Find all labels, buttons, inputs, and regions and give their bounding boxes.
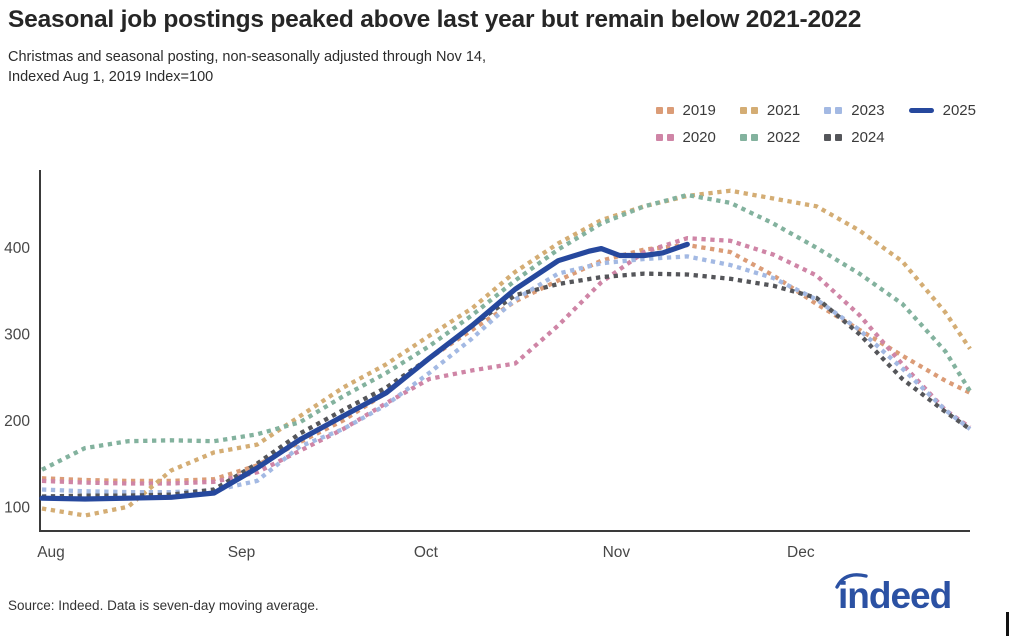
x-tick-label-aug: Aug xyxy=(37,544,65,561)
legend-label-2025: 2025 xyxy=(942,102,976,119)
text-cursor-artifact xyxy=(1006,612,1009,636)
indeed-logo-text: indeed xyxy=(838,575,952,616)
series-line-2021 xyxy=(41,188,972,518)
chart-legend: 2019 2020 2021 2022 2023 2024 2025 xyxy=(655,102,976,146)
series-line-2023 xyxy=(41,254,972,495)
chart-subtitle: Christmas and seasonal posting, non-seas… xyxy=(8,48,768,87)
x-tick-label-dec: Dec xyxy=(787,544,815,561)
legend-item-2024: 2024 xyxy=(824,129,885,146)
legend-label-2022: 2022 xyxy=(766,129,801,146)
legend-label-2021: 2021 xyxy=(766,102,801,119)
legend-item-2023: 2023 xyxy=(824,102,885,119)
legend-swatch-dotted-icon xyxy=(739,134,758,141)
y-tick-label: 400 xyxy=(4,240,30,257)
legend-label-2019: 2019 xyxy=(682,102,716,119)
legend-item-2020: 2020 xyxy=(655,129,716,146)
y-tick-label: 100 xyxy=(4,499,30,516)
legend-swatch-dotted-icon xyxy=(824,107,843,114)
subtitle-line-2: Indexed Aug 1, 2019 Index=100 xyxy=(8,68,214,85)
indeed-logo: indeed xyxy=(835,573,952,616)
subtitle-line-1: Christmas and seasonal posting, non-seas… xyxy=(8,49,486,65)
y-tick-label: 300 xyxy=(4,327,30,344)
x-tick-label-sep: Sep xyxy=(228,544,256,561)
legend-label-2020: 2020 xyxy=(682,129,716,146)
legend-item-2019: 2019 xyxy=(655,102,716,119)
source-note: Source: Indeed. Data is seven-day moving… xyxy=(8,598,319,613)
legend-swatch-solid-icon xyxy=(908,107,934,114)
indeed-logo-arc-icon xyxy=(835,573,868,589)
legend-swatch-dotted-icon xyxy=(824,134,843,141)
legend-swatch-dotted-icon xyxy=(655,107,674,114)
series-line-2020 xyxy=(41,236,972,486)
legend-swatch-dotted-icon xyxy=(655,134,674,141)
x-tick-label-nov: Nov xyxy=(603,544,631,561)
series-line-2025 xyxy=(39,241,690,502)
axis-lines xyxy=(39,170,970,532)
x-tick-label-oct: Oct xyxy=(414,544,439,561)
legend-label-2024: 2024 xyxy=(851,129,885,146)
legend-item-2025: 2025 xyxy=(908,102,976,119)
series-line-2022 xyxy=(41,192,972,472)
legend-swatch-dotted-icon xyxy=(739,107,758,114)
legend-item-2022: 2022 xyxy=(739,129,801,146)
y-tick-label: 200 xyxy=(4,413,30,430)
series-line-2024 xyxy=(41,271,972,499)
legend-label-2023: 2023 xyxy=(851,102,885,119)
legend-item-2021: 2021 xyxy=(739,102,801,119)
chart-title: Seasonal job postings peaked above last … xyxy=(8,6,862,33)
